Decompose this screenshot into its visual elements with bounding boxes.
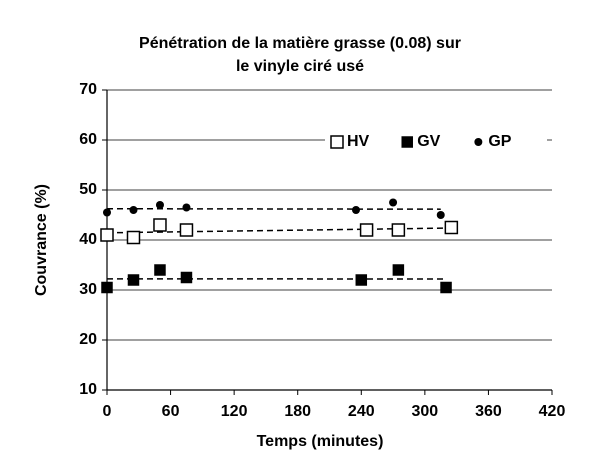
point (359, 223, 374, 237)
chart-title: le vinyle ciré usé (236, 58, 364, 75)
point (440, 281, 452, 294)
y-axis-label: Couvrance (%) (33, 184, 50, 296)
point (351, 206, 360, 214)
legend-label: HV (347, 133, 370, 150)
point (101, 281, 113, 294)
x-tick-label: 60 (162, 403, 180, 420)
point (389, 198, 398, 207)
y-tick-label: 40 (79, 231, 97, 248)
point (153, 218, 167, 232)
x-tick-label: 420 (539, 403, 566, 420)
point (103, 208, 111, 217)
point (392, 264, 405, 276)
y-tick-label: 60 (79, 131, 97, 148)
legend-marker (401, 136, 413, 148)
legend-marker (474, 138, 483, 146)
point (444, 220, 459, 235)
x-tick-label: 180 (284, 403, 311, 420)
y-tick-label: 30 (79, 281, 97, 298)
point (182, 203, 191, 212)
point (126, 230, 141, 245)
chart-title: Pénétration de la matière grasse (0.08) … (139, 35, 461, 52)
point (155, 201, 164, 209)
legend-box (325, 130, 547, 154)
point (436, 211, 445, 219)
point (180, 271, 193, 284)
y-tick-label: 70 (79, 81, 97, 98)
point (100, 228, 114, 242)
x-tick-label: 0 (103, 403, 112, 420)
point (179, 223, 194, 237)
point (391, 223, 406, 237)
y-tick-label: 10 (79, 381, 97, 398)
x-axis-label: Temps (minutes) (257, 433, 384, 450)
legend-marker (330, 135, 344, 149)
legend-label: GV (417, 133, 440, 150)
y-tick-label: 20 (79, 331, 97, 348)
x-tick-label: 120 (221, 403, 248, 420)
x-tick-label: 240 (348, 403, 375, 420)
point (127, 274, 140, 286)
point (154, 264, 166, 276)
point (355, 274, 368, 286)
x-tick-label: 360 (475, 403, 502, 420)
legend-label: GP (488, 133, 511, 150)
x-tick-label: 300 (412, 403, 439, 420)
trend-line (106, 227, 452, 234)
point (129, 206, 138, 214)
y-tick-label: 50 (79, 181, 97, 198)
